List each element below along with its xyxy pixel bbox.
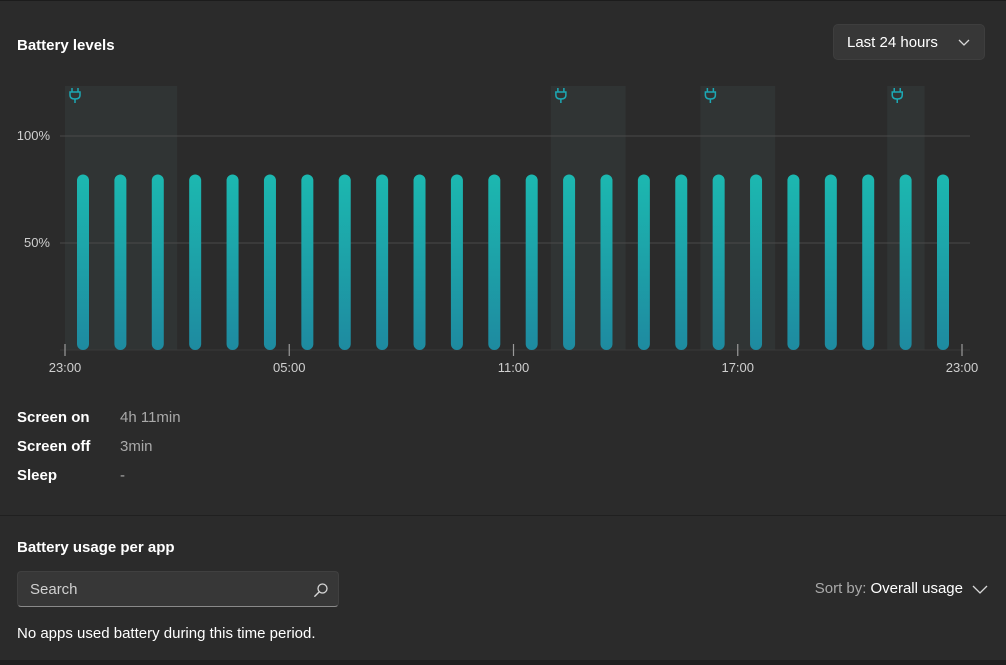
- battery-level-bar: [937, 174, 949, 350]
- battery-level-bar: [563, 174, 576, 350]
- battery-level-bar: [114, 174, 127, 350]
- battery-level-bar: [488, 174, 501, 350]
- chevron-down-icon: [958, 39, 970, 46]
- battery-level-bar: [600, 174, 613, 350]
- battery-level-bar: [77, 174, 89, 350]
- time-range-dropdown[interactable]: Last 24 hours: [833, 24, 985, 60]
- sort-by-control[interactable]: Sort by: Overall usage: [815, 580, 988, 597]
- stat-label: Screen off: [17, 438, 91, 455]
- stat-value: 4h 11min: [120, 409, 181, 426]
- y-tick-label: 100%: [17, 128, 51, 143]
- battery-level-bar: [189, 174, 202, 350]
- stat-sleep: Sleep -: [17, 467, 317, 487]
- battery-level-bar: [338, 174, 351, 350]
- stat-value: 3min: [120, 438, 153, 455]
- chevron-down-icon: [972, 585, 988, 594]
- plug-icon: [891, 88, 903, 103]
- battery-level-bar: [301, 174, 314, 350]
- no-apps-message: No apps used battery during this time pe…: [17, 625, 316, 642]
- x-tick-label: 23:00: [49, 360, 82, 375]
- y-tick-label: 50%: [24, 235, 50, 250]
- battery-level-bar: [637, 174, 650, 350]
- battery-level-bar: [226, 174, 239, 350]
- battery-level-bar: [376, 174, 389, 350]
- stat-screen-off: Screen off 3min: [17, 438, 317, 458]
- battery-level-bar: [787, 174, 800, 350]
- stat-label: Screen on: [17, 409, 90, 426]
- battery-level-bar: [712, 174, 725, 350]
- charging-period-band: [550, 86, 626, 350]
- battery-levels-chart: 100% 50% 23:00 05:00 11:00 17:00 23:00: [17, 86, 979, 375]
- time-range-value: Last 24 hours: [847, 33, 938, 51]
- plug-icon: [69, 88, 81, 103]
- battery-levels-card: Battery levels Last 24 hours 100% 50% 23:…: [0, 0, 1006, 515]
- charging-period-band: [700, 86, 776, 350]
- stat-label: Sleep: [17, 467, 58, 484]
- battery-level-bar: [899, 174, 912, 350]
- battery-level-bar: [450, 174, 463, 350]
- sort-value: Overall usage: [870, 580, 963, 597]
- app-search-input[interactable]: [17, 571, 339, 607]
- stat-screen-on: Screen on 4h 11min: [17, 409, 317, 429]
- battery-level-bar: [413, 174, 426, 350]
- battery-level-bar: [151, 174, 164, 350]
- x-tick-label: 17:00: [721, 360, 754, 375]
- battery-levels-title: Battery levels: [17, 37, 115, 54]
- battery-level-bar: [263, 174, 276, 350]
- x-tick-label: 05:00: [273, 360, 306, 375]
- battery-level-bar: [675, 174, 688, 350]
- sort-label: Sort by:: [814, 580, 867, 597]
- search-icon[interactable]: [313, 582, 329, 598]
- stat-value: -: [120, 467, 125, 484]
- battery-level-bar: [862, 174, 875, 350]
- battery-level-bar: [824, 174, 837, 350]
- x-tick-label: 11:00: [498, 360, 530, 375]
- battery-level-bar: [750, 174, 763, 350]
- usage-per-app-title: Battery usage per app: [17, 539, 175, 556]
- plug-icon: [704, 88, 717, 103]
- x-tick-label: 23:00: [946, 360, 979, 375]
- battery-level-bar: [525, 174, 538, 350]
- plug-icon: [555, 88, 567, 103]
